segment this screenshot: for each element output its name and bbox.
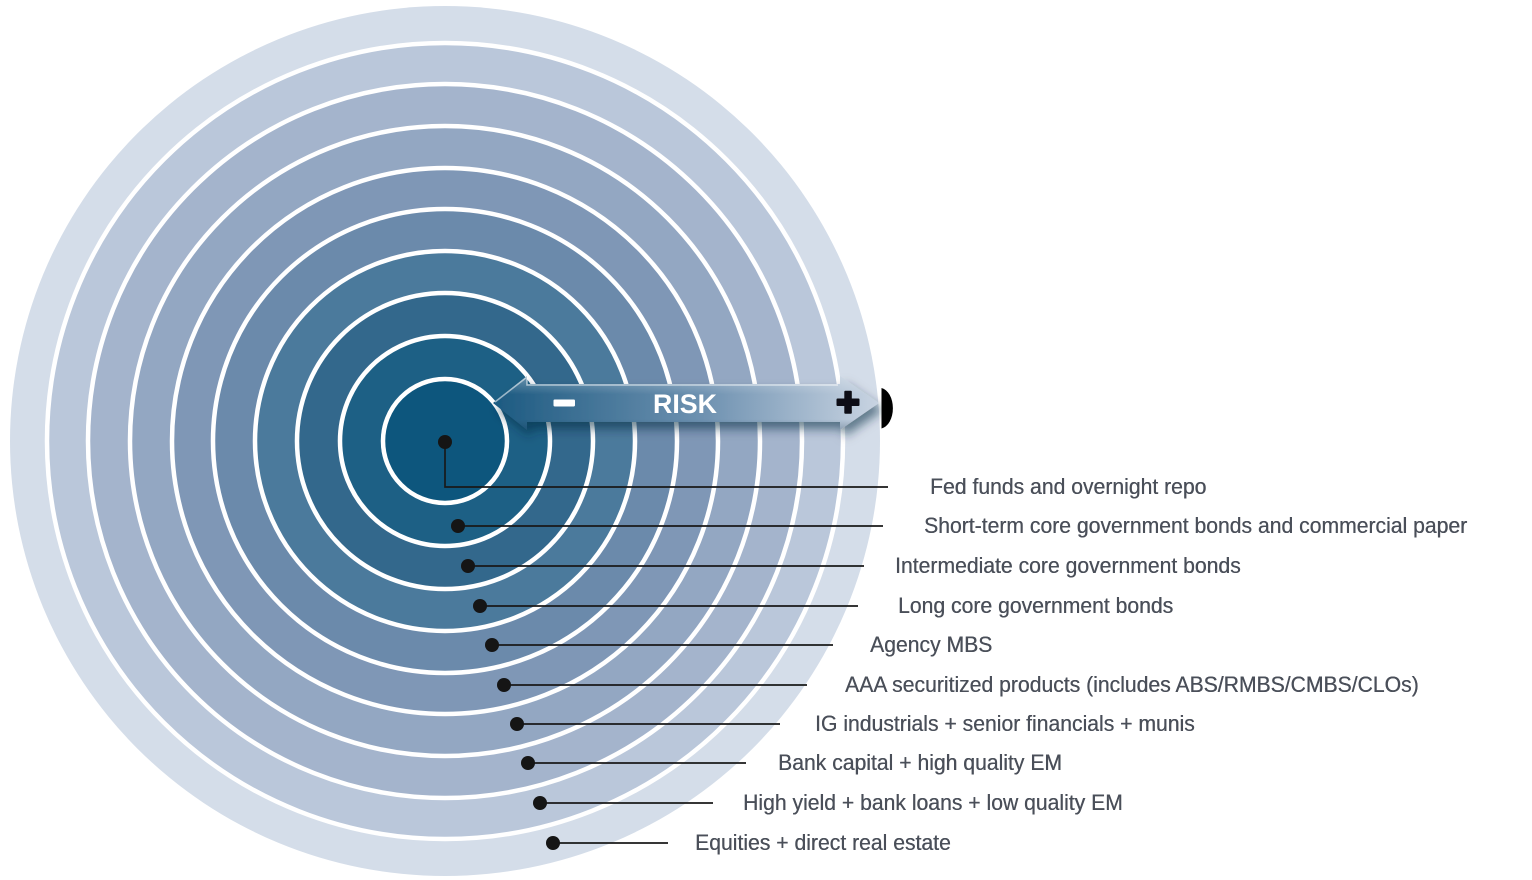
ring-label-long-core: Long core government bonds	[898, 593, 1174, 618]
plus-icon	[836, 390, 860, 414]
ring-label-fed-funds: Fed funds and overnight repo	[930, 474, 1207, 499]
ring-dots	[438, 435, 560, 850]
risk-arrow-bevel	[493, 376, 879, 430]
ring-label-aaa-securitized: AAA securitized products (includes ABS/R…	[845, 672, 1419, 697]
ring-label-agency-mbs: Agency MBS	[870, 632, 993, 657]
ring-label-equities: Equities + direct real estate	[695, 830, 951, 855]
leader-lines	[444, 448, 888, 844]
minus-icon	[553, 399, 575, 407]
ring-dot	[438, 435, 452, 449]
ring-label-intermediate: Intermediate core government bonds	[895, 553, 1241, 578]
ring-dot	[451, 519, 465, 533]
leader-line	[444, 448, 888, 488]
ring-label-bank-capital: Bank capital + high quality EM	[778, 750, 1062, 775]
ring-label-high-yield: High yield + bank loans + low quality EM	[743, 790, 1123, 815]
ring-label-ig-industrials: IG industrials + senior financials + mun…	[815, 711, 1195, 736]
risk-arrow: RISK	[493, 375, 879, 430]
ring-dot	[461, 559, 475, 573]
ring-dot	[485, 638, 499, 652]
ring-label-short-term: Short-term core government bonds and com…	[924, 513, 1468, 538]
crescent-mark	[881, 388, 893, 429]
ring-dot	[533, 796, 547, 810]
ring-dot	[546, 836, 560, 850]
ring-dot	[510, 717, 524, 731]
ring-dot	[521, 756, 535, 770]
risk-arrow-highlight	[494, 375, 838, 403]
ring-dot	[497, 678, 511, 692]
risk-arrow-label: RISK	[653, 389, 717, 419]
ring-dot	[473, 599, 487, 613]
